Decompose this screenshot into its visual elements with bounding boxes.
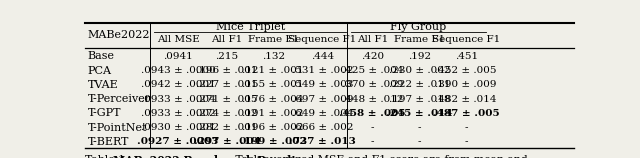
Text: .196 ± .002: .196 ± .002 xyxy=(243,123,304,132)
Text: -: - xyxy=(371,137,374,146)
Text: .245 ± .014: .245 ± .014 xyxy=(386,109,453,118)
Text: .132: .132 xyxy=(262,52,285,61)
Text: .0942 ± .0001: .0942 ± .0001 xyxy=(141,80,215,89)
Text: .458 ± .005: .458 ± .005 xyxy=(339,109,406,118)
Text: .0930 ± .0001: .0930 ± .0001 xyxy=(141,123,215,132)
Text: .0933 ± .0002: .0933 ± .0002 xyxy=(141,109,215,118)
Text: Table 1:: Table 1: xyxy=(85,155,136,158)
Text: All MSE: All MSE xyxy=(157,35,199,44)
Text: .155 ± .001: .155 ± .001 xyxy=(243,80,304,89)
Text: .531 ± .002: .531 ± .002 xyxy=(292,66,353,75)
Text: Mice Triplet: Mice Triplet xyxy=(216,22,285,32)
Text: Frame F1: Frame F1 xyxy=(394,35,445,44)
Text: .444: .444 xyxy=(311,52,334,61)
Text: -: - xyxy=(371,123,374,132)
Text: .452 ± .005: .452 ± .005 xyxy=(435,66,497,75)
Text: .121 ± .001: .121 ± .001 xyxy=(243,66,304,75)
Text: T-BERT: T-BERT xyxy=(88,137,129,147)
Text: T-GPT: T-GPT xyxy=(88,108,121,118)
Text: .482 ± .014: .482 ± .014 xyxy=(435,95,497,104)
Text: T-Perceiver: T-Perceiver xyxy=(88,94,150,104)
Text: .448 ± .012: .448 ± .012 xyxy=(342,95,403,104)
Text: .176 ± .004: .176 ± .004 xyxy=(243,95,304,104)
Text: -: - xyxy=(465,137,468,146)
Text: .451: .451 xyxy=(454,52,477,61)
Text: .230 ± .002: .230 ± .002 xyxy=(388,66,451,75)
Text: .0943 ± .0000: .0943 ± .0000 xyxy=(141,66,215,75)
Text: .649 ± .004: .649 ± .004 xyxy=(292,109,353,118)
Text: .666 ± .002: .666 ± .002 xyxy=(292,123,353,132)
Text: .192: .192 xyxy=(408,52,431,61)
Text: .697 ± .009: .697 ± .009 xyxy=(292,95,353,104)
Text: .0933 ± .0004: .0933 ± .0004 xyxy=(141,95,215,104)
Text: Frame F1: Frame F1 xyxy=(248,35,299,44)
Text: .390 ± .009: .390 ± .009 xyxy=(435,80,497,89)
Text: MABe2022 Benchmark Results: MABe2022 Benchmark Results xyxy=(113,155,303,158)
Text: .0927 ± .0003: .0927 ± .0003 xyxy=(138,137,219,146)
Text: .222 ± .011: .222 ± .011 xyxy=(388,80,451,89)
Text: .370 ± .009: .370 ± .009 xyxy=(342,80,403,89)
Text: .274 ± .002: .274 ± .002 xyxy=(196,109,258,118)
Text: .0941: .0941 xyxy=(163,52,193,61)
Text: .191 ± .002: .191 ± .002 xyxy=(243,109,304,118)
Text: PCA: PCA xyxy=(88,66,111,76)
Text: -: - xyxy=(465,123,468,132)
Text: .199 ± .002: .199 ± .002 xyxy=(240,137,307,146)
Text: .487 ± .005: .487 ± .005 xyxy=(433,109,499,118)
Text: .737 ± .013: .737 ± .013 xyxy=(289,137,356,146)
Text: .215: .215 xyxy=(216,52,239,61)
Text: TVAE: TVAE xyxy=(88,80,118,90)
Text: .271 ± .005: .271 ± .005 xyxy=(196,95,258,104)
Text: MABe2022: MABe2022 xyxy=(88,30,150,40)
Text: Sequence F1: Sequence F1 xyxy=(432,35,500,44)
Text: -: - xyxy=(418,123,421,132)
Text: All F1: All F1 xyxy=(211,35,243,44)
Text: .425 ± .004: .425 ± .004 xyxy=(342,66,403,75)
Text: All F1: All F1 xyxy=(356,35,388,44)
Text: Base: Base xyxy=(88,52,115,61)
Text: .  Task-averaged MSE and F1 score are from mean and: . Task-averaged MSE and F1 score are fro… xyxy=(225,155,527,158)
Text: -: - xyxy=(418,137,421,146)
Text: Sequence F1: Sequence F1 xyxy=(288,35,356,44)
Text: Fly Group: Fly Group xyxy=(390,22,446,32)
Text: .197 ± .018: .197 ± .018 xyxy=(388,95,451,104)
Text: .420: .420 xyxy=(361,52,384,61)
Text: .282 ± .001: .282 ± .001 xyxy=(196,123,258,132)
Text: .549 ± .003: .549 ± .003 xyxy=(292,80,353,89)
Text: T-PointNet: T-PointNet xyxy=(88,123,147,133)
Text: .227 ± .001: .227 ± .001 xyxy=(196,80,258,89)
Text: .196 ± .001: .196 ± .001 xyxy=(196,66,258,75)
Text: .297 ± .004: .297 ± .004 xyxy=(194,137,260,146)
